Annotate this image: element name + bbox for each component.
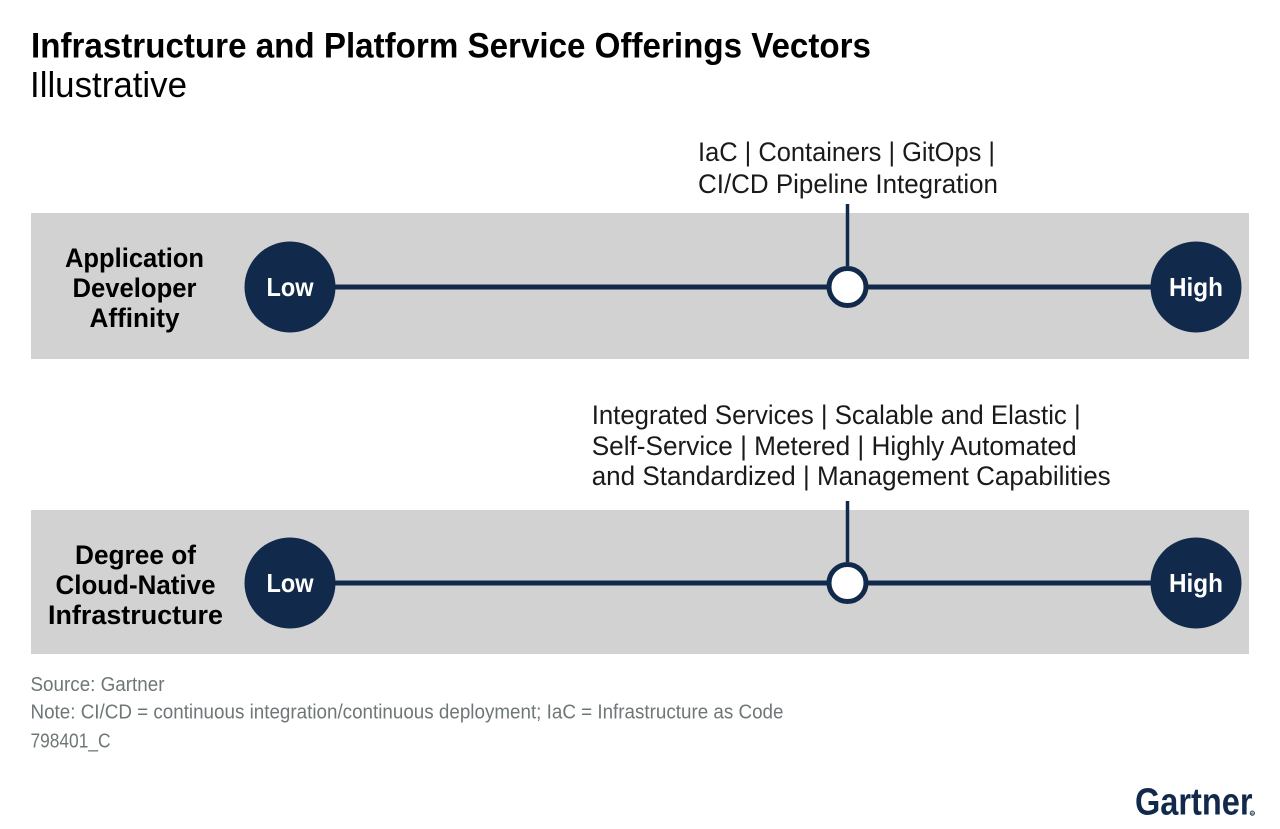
svg-text:Infrastructure and Platform Se: Infrastructure and Platform Service Offe… <box>31 26 871 66</box>
svg-text:Developer: Developer <box>73 273 197 303</box>
svg-text:798401_C: 798401_C <box>31 731 111 753</box>
svg-text:Cloud-Native: Cloud-Native <box>56 570 216 600</box>
svg-text:Degree of: Degree of <box>75 540 197 570</box>
svg-text:Application: Application <box>65 243 204 273</box>
svg-text:Gartner: Gartner <box>1135 782 1253 824</box>
svg-text:Low: Low <box>267 568 315 598</box>
svg-text:Illustrative: Illustrative <box>30 64 187 105</box>
svg-text:Low: Low <box>267 272 315 302</box>
svg-text:Self-Service | Metered | Highl: Self-Service | Metered | Highly Automate… <box>592 431 1077 461</box>
svg-text:High: High <box>1169 568 1223 598</box>
svg-text:Infrastructure: Infrastructure <box>48 600 223 630</box>
svg-text:High: High <box>1169 272 1223 302</box>
svg-text:Integrated Services | Scalable: Integrated Services | Scalable and Elast… <box>592 400 1081 430</box>
svg-text:R: R <box>1251 812 1254 816</box>
svg-text:Source: Gartner: Source: Gartner <box>31 674 165 696</box>
svg-text:Note: CI/CD = continuous integ: Note: CI/CD = continuous integration/con… <box>31 701 784 723</box>
svg-text:and Standardized | Management: and Standardized | Management Capabiliti… <box>592 461 1111 491</box>
svg-text:Affinity: Affinity <box>90 303 180 333</box>
svg-text:CI/CD Pipeline Integration: CI/CD Pipeline Integration <box>698 169 998 199</box>
svg-text:IaC | Containers | GitOps |: IaC | Containers | GitOps | <box>698 137 995 167</box>
